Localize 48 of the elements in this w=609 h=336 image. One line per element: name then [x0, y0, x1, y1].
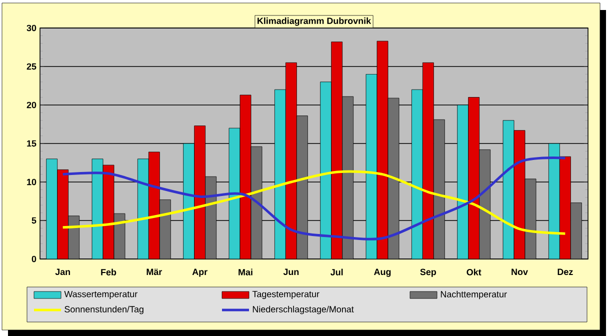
line-series: [62, 156, 566, 240]
y-tick-label: 30: [26, 24, 36, 32]
bar: [148, 152, 160, 259]
bar: [457, 104, 469, 259]
bar: [331, 42, 343, 259]
x-tick-label: Aug: [374, 268, 391, 277]
x-tick-label: Apr: [192, 268, 208, 277]
bar: [159, 200, 171, 259]
legend-label: Sonnenstunden/Tag: [64, 306, 144, 314]
y-tick-label: 25: [26, 63, 36, 70]
y-tick-label: 5: [32, 217, 36, 224]
bar: [46, 158, 58, 259]
bar: [57, 169, 69, 259]
x-tick-label: Nov: [512, 268, 528, 276]
y-tick-label: 10: [27, 178, 36, 186]
x-tick-label: Mär: [146, 268, 162, 276]
x-tick-label: Mai: [238, 268, 252, 276]
x-tick-label: Sep: [420, 268, 436, 277]
x-tick-label: Jun: [283, 268, 299, 276]
bar: [285, 62, 297, 259]
bar: [296, 116, 308, 259]
x-tick-label: Jul: [330, 268, 343, 276]
bar: [559, 156, 571, 259]
bar: [411, 89, 423, 259]
bar: [137, 158, 149, 259]
bar: [194, 126, 206, 259]
bar: [274, 89, 286, 259]
bar: [548, 143, 560, 259]
y-tick-label: 20: [26, 102, 36, 108]
bar: [422, 62, 434, 259]
legend-label: Niederschlagstage/Monat: [252, 306, 354, 314]
bar: [433, 119, 445, 259]
bar: [468, 97, 480, 259]
y-tick-label: 0: [32, 256, 36, 262]
legend-label: Tagestemperatur: [252, 290, 320, 300]
legend-label: Nachttemperatur: [440, 290, 507, 300]
x-tick-label: Okt: [466, 268, 482, 276]
y-tick-label: 15: [27, 140, 36, 147]
bar: [570, 202, 582, 259]
legend-label: Wassertemperatur: [64, 290, 138, 300]
chart-title: Klimadiagramm Dubrovnik: [258, 17, 372, 26]
x-tick-label: Feb: [101, 268, 116, 276]
x-tick-label: Jan: [55, 268, 70, 276]
line-series: [62, 170, 566, 235]
bar: [342, 96, 354, 259]
bar: [320, 82, 332, 259]
x-tick-label: Dez: [558, 268, 573, 276]
bar: [183, 143, 195, 259]
